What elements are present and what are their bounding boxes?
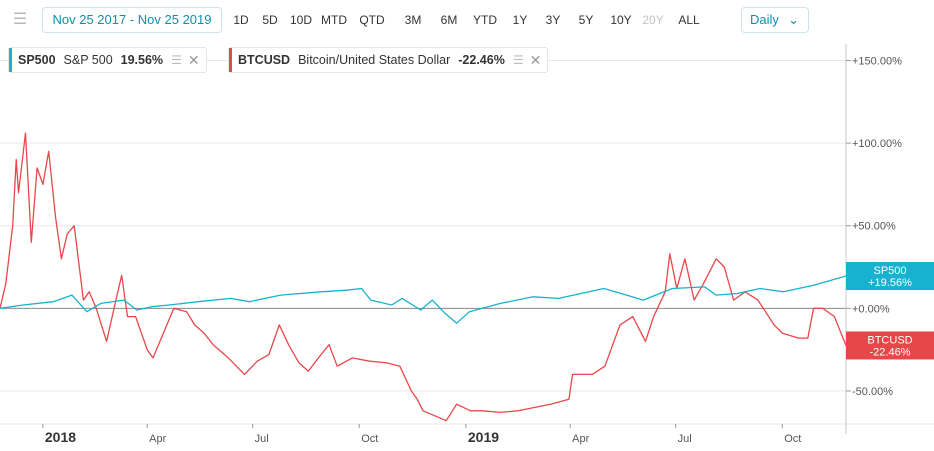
- legend-name: S&P 500: [63, 53, 113, 67]
- range-button-5y[interactable]: 5Y: [578, 13, 594, 27]
- chart-svg: +150.00% +100.00% +50.00% +0.00% -50.00% 201…: [0, 44, 934, 445]
- legend-color-bar: [9, 48, 12, 72]
- range-button-all[interactable]: ALL: [678, 13, 700, 27]
- interval-select[interactable]: Daily ⌄: [741, 7, 809, 33]
- layers-icon[interactable]: ☰: [171, 53, 182, 67]
- y-tick-label: -50.00%: [852, 386, 893, 398]
- close-icon[interactable]: ✕: [529, 52, 542, 68]
- chart-area: +150.00% +100.00% +50.00% +0.00% -50.00% 201…: [0, 40, 934, 446]
- y-tick-label: +0.00%: [852, 303, 890, 315]
- range-button-1d[interactable]: 1D: [233, 13, 249, 27]
- y-tick-label: +50.00%: [852, 221, 896, 233]
- end-label-btcusd: BTCUSD-22.46%: [846, 331, 934, 360]
- legend-btcusd: BTCUSD Bitcoin/United States Dollar -22.…: [228, 47, 549, 73]
- range-button-3y[interactable]: 3Y: [545, 13, 561, 27]
- menu-icon[interactable]: ☰: [12, 11, 28, 28]
- toolbar: ☰ Nov 25 2017 - Nov 25 2019 1D 5D 10D MTD QT…: [0, 0, 934, 40]
- end-label-box: [846, 331, 934, 360]
- x-tick-label: Oct: [784, 433, 801, 445]
- x-tick-label: 2018: [45, 429, 76, 445]
- legend-change: -22.46%: [458, 53, 505, 67]
- legend-symbol: BTCUSD: [238, 53, 291, 67]
- range-button-3m[interactable]: 3M: [404, 13, 422, 27]
- x-tick-label: Apr: [572, 433, 589, 445]
- end-label-sp500: SP500+19.56%: [846, 262, 934, 291]
- series-line-sp500: [0, 275, 847, 324]
- legend-change: 19.56%: [120, 53, 164, 67]
- y-tick-label: +100.00%: [852, 138, 902, 150]
- range-button-5d[interactable]: 5D: [262, 13, 278, 27]
- x-tick-label: Jul: [255, 433, 269, 445]
- end-label-value: -22.46%: [870, 346, 911, 358]
- range-button-mtd[interactable]: MTD: [321, 13, 347, 27]
- date-range-picker[interactable]: Nov 25 2017 - Nov 25 2019: [42, 7, 222, 33]
- x-tick-label: Oct: [361, 433, 378, 445]
- x-tick-label: 2019: [468, 429, 499, 445]
- range-button-ytd[interactable]: YTD: [473, 13, 497, 27]
- chevron-down-icon: ⌄: [788, 12, 799, 27]
- range-button-10d[interactable]: 10D: [289, 13, 312, 27]
- legend-color-bar: [229, 48, 232, 72]
- y-tick-label: +150.00%: [852, 56, 902, 68]
- legend-symbol: SP500: [18, 53, 56, 67]
- range-button-6m[interactable]: 6M: [440, 13, 458, 27]
- range-button-1y[interactable]: 1Y: [512, 13, 528, 27]
- x-tick-label: Apr: [149, 433, 166, 445]
- series-line-btcusd: [0, 132, 847, 422]
- end-label-value: +19.56%: [868, 277, 912, 289]
- layers-icon[interactable]: ☰: [512, 53, 524, 67]
- close-icon[interactable]: ✕: [187, 52, 200, 68]
- end-label-box: [846, 262, 934, 291]
- x-tick-label: Jul: [678, 433, 692, 445]
- end-label-name: SP500: [873, 265, 906, 277]
- interval-label: Daily: [750, 12, 779, 27]
- legend-name: Bitcoin/United States Dollar: [298, 53, 451, 67]
- range-button-qtd[interactable]: QTD: [359, 13, 385, 27]
- range-button-10y[interactable]: 10Y: [610, 13, 632, 27]
- end-label-name: BTCUSD: [867, 334, 912, 346]
- legend-sp500: SP500 S&P 500 19.56% ☰ ✕: [8, 47, 207, 73]
- range-button-20y: 20Y: [642, 13, 664, 27]
